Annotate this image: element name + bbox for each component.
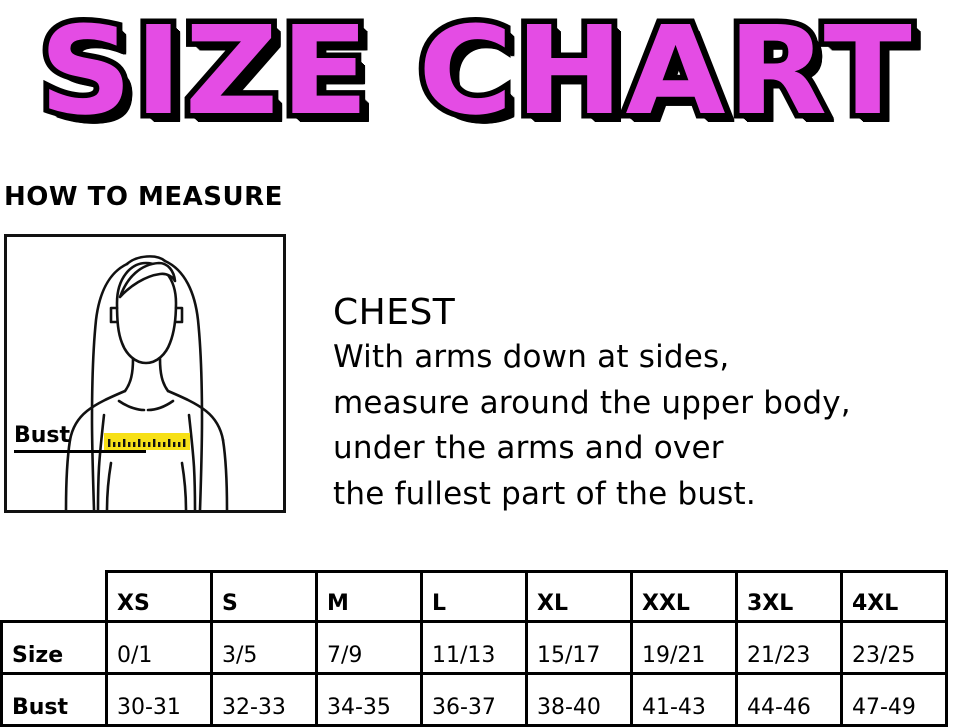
table-cell: 38-40 xyxy=(525,672,633,727)
table-cell: 47-49 xyxy=(840,672,948,727)
table-header-cell: 3XL xyxy=(735,570,843,623)
table-row: Size 0/1 3/5 7/9 11/13 15/17 19/21 21/23… xyxy=(0,620,948,675)
measurement-illustration-frame xyxy=(4,234,286,513)
table-cell: 30-31 xyxy=(105,672,213,727)
how-to-measure-heading: HOW TO MEASURE xyxy=(4,182,283,212)
table-corner-blank xyxy=(2,572,107,622)
chest-description-block: CHEST With arms down at sides, measure a… xyxy=(333,290,933,517)
page-title: SIZE CHART xyxy=(33,0,917,148)
table-cell: 7/9 xyxy=(315,620,423,675)
table-cell: 34-35 xyxy=(315,672,423,727)
table-cell: 21/23 xyxy=(735,620,843,675)
title-banner: SIZE CHART xyxy=(0,0,953,148)
size-chart-table: XS S M L XL XXL 3XL 4XL Size 0/1 3/5 7/9… xyxy=(0,570,948,727)
table-row: Bust 30-31 32-33 34-35 36-37 38-40 41-43… xyxy=(0,672,948,727)
table-header-cell: M xyxy=(315,570,423,623)
bust-callout: Bust xyxy=(8,424,168,464)
chest-description-line: measure around the upper body, xyxy=(333,384,851,421)
bust-callout-label: Bust xyxy=(14,423,71,448)
bust-leader-line xyxy=(14,450,146,453)
table-header-row: XS S M L XL XXL 3XL 4XL xyxy=(2,570,948,623)
table-header-cell: XXL xyxy=(630,570,738,623)
table-cell: 36-37 xyxy=(420,672,528,727)
table-cell: 44-46 xyxy=(735,672,843,727)
table-row-label: Bust xyxy=(0,672,108,727)
measuring-tape-icon xyxy=(104,433,190,450)
table-header-cell: XS xyxy=(105,570,213,623)
table-cell: 15/17 xyxy=(525,620,633,675)
table-cell: 23/25 xyxy=(840,620,948,675)
table-header-cell: XL xyxy=(525,570,633,623)
table-cell: 32-33 xyxy=(210,672,318,727)
table-cell: 3/5 xyxy=(210,620,318,675)
table-header-cell: S xyxy=(210,570,318,623)
table-header-cell: L xyxy=(420,570,528,623)
chest-description-line: the fullest part of the bust. xyxy=(333,475,756,512)
chest-heading: CHEST xyxy=(333,292,456,333)
table-cell: 19/21 xyxy=(630,620,738,675)
table-row-label: Size xyxy=(0,620,108,675)
female-torso-figure-icon xyxy=(64,255,229,510)
chest-description-line: under the arms and over xyxy=(333,430,724,466)
table-cell: 11/13 xyxy=(420,620,528,675)
table-cell: 41-43 xyxy=(630,672,738,727)
table-header-cell: 4XL xyxy=(840,570,948,623)
chest-description-line: With arms down at sides, xyxy=(333,339,730,375)
table-cell: 0/1 xyxy=(105,620,213,675)
